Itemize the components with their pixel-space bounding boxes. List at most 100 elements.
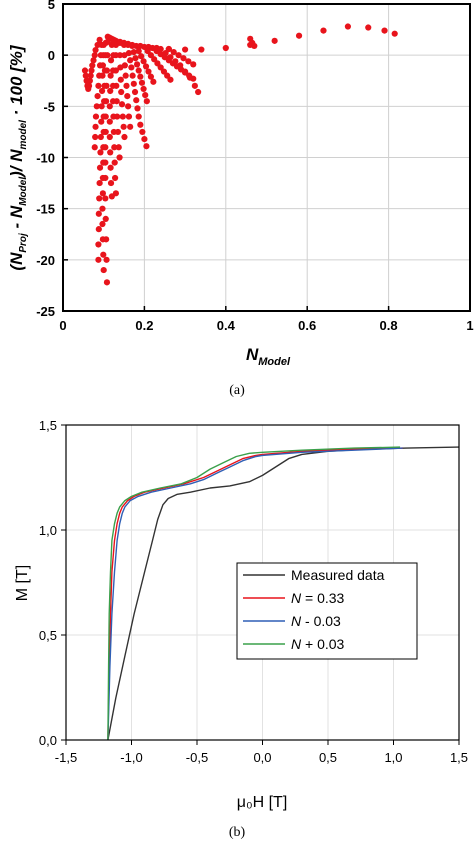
- chart-a-point: [170, 48, 177, 56]
- chart-a-point: [92, 123, 99, 130]
- chart-b-legend: Measured data N = 0.33 N - 0.03 N + 0.03: [236, 562, 418, 660]
- chart-a-point: [113, 82, 120, 89]
- legend-label-n-plus: N + 0.03: [291, 636, 345, 652]
- chart-a-point: [119, 113, 126, 120]
- chart-a-point: [107, 149, 114, 156]
- chart-a-point: [121, 133, 128, 141]
- chart-a-point: [103, 236, 110, 243]
- chart-b-xlabel: μ₀H [T]: [237, 794, 288, 811]
- chart-b-series-line-3: [107, 446, 401, 741]
- chart-a-point: [107, 179, 115, 187]
- chart-a-point: [93, 103, 100, 110]
- legend-label-n-minus: N - 0.03: [291, 613, 341, 629]
- chart-a-point: [143, 98, 150, 105]
- chart-a-point: [137, 73, 144, 80]
- chart-a-xtick-label: 0.4: [217, 318, 236, 333]
- chart-a-point: [94, 93, 101, 100]
- chart-a-point: [143, 143, 150, 150]
- legend-label-n: N = 0.33: [291, 590, 345, 606]
- chart-a-gridlines: [63, 4, 470, 311]
- chart-a-ytick-label: -20: [36, 253, 55, 268]
- chart-a-ytick-label: 5: [48, 0, 55, 12]
- chart-b-lines: [107, 446, 460, 741]
- chart-a-point: [104, 52, 111, 59]
- chart-a-xtick-label: 0.2: [135, 318, 153, 333]
- chart-a-point: [102, 144, 109, 151]
- chart-a-point: [106, 103, 113, 110]
- chart-a-point: [157, 45, 164, 53]
- chart-a-point: [139, 128, 146, 136]
- chart-a-point: [123, 82, 130, 89]
- chart-a-point: [251, 42, 258, 50]
- chart-a-point: [98, 103, 105, 110]
- chart-a-point: [99, 190, 106, 197]
- chart-a-point: [118, 88, 125, 96]
- chart-a-point: [134, 105, 141, 112]
- chart-a-point: [95, 241, 102, 248]
- chart-a-point: [175, 52, 182, 59]
- chart-a-point: [84, 82, 91, 89]
- chart-b-xtick-label: 1,5: [450, 750, 468, 765]
- chart-a-point: [114, 113, 121, 120]
- chart-a-point: [130, 48, 137, 56]
- chart-a-point: [107, 72, 114, 79]
- chart-a-point: [92, 113, 100, 120]
- chart-a-point: [99, 220, 106, 228]
- chart-a-point: [90, 57, 97, 64]
- chart-a-point: [97, 149, 104, 156]
- chart-a-point: [97, 133, 104, 141]
- chart-b-caption: (b): [229, 825, 246, 840]
- chart-a-point: [121, 62, 128, 69]
- chart-a-xlabel: NModel: [246, 345, 291, 368]
- chart-a-point: [182, 46, 189, 53]
- chart-a-point: [95, 256, 102, 263]
- chart-a-point: [87, 72, 94, 79]
- chart-a-point: [141, 135, 148, 143]
- chart-b-xtick-label: -1,5: [55, 750, 77, 765]
- chart-a-ytick-label: -5: [43, 99, 55, 114]
- chart-a-point: [102, 215, 109, 222]
- chart-a-point: [124, 93, 131, 100]
- chart-a-point: [182, 68, 189, 75]
- chart-a-point: [198, 46, 205, 53]
- chart-a-point: [111, 159, 118, 166]
- chart-a-point: [96, 36, 103, 43]
- chart-a-point: [222, 44, 229, 52]
- chart-a-point: [116, 52, 124, 59]
- chart-a-ytick-label: -25: [36, 304, 55, 319]
- chart-a-point: [102, 174, 109, 182]
- chart-a-point: [150, 78, 157, 85]
- chart-a-point: [98, 118, 105, 125]
- chart-a-xtick-label: 1: [466, 318, 473, 333]
- chart-a-ytick-label: -15: [36, 202, 55, 217]
- chart-a-point: [113, 98, 120, 105]
- chart-a-point: [135, 67, 142, 74]
- chart-a-point: [133, 97, 140, 104]
- chart-b-series-line-0: [107, 446, 460, 741]
- chart-a-ticks: 0 0.2 0.4 0.6 0.8 1 5 0 -5 -10 -15 -20 -25: [36, 0, 473, 333]
- chart-a-point: [102, 113, 109, 120]
- chart-a-point: [99, 72, 106, 79]
- chart-a-point: [186, 74, 194, 81]
- chart-a-point: [140, 85, 147, 93]
- chart-a-point: [83, 77, 90, 84]
- chart-b-series-line-1: [107, 447, 403, 741]
- chart-b-ticks: -1,5 -1,0 -0,5 0,0 0,5 1,0 1,5 0,0 0,5 1,0 1,5: [39, 418, 468, 765]
- chart-a: 0 0.2 0.4 0.6 0.8 1 5 0 -5 -10 -15 -20 -25 NModel (N…: [7, 0, 474, 398]
- chart-a-point: [96, 164, 104, 171]
- chart-a-point: [96, 179, 103, 187]
- chart-a-point: [103, 82, 110, 89]
- chart-a-point: [165, 45, 172, 53]
- chart-a-point: [92, 133, 99, 141]
- chart-a-point: [271, 37, 278, 44]
- chart-a-point: [127, 57, 134, 64]
- chart-a-point: [120, 123, 127, 130]
- chart-b-xtick-label: -0,5: [186, 750, 208, 765]
- chart-a-point: [115, 144, 122, 151]
- chart-a-point: [135, 113, 142, 120]
- chart-a-point: [81, 67, 89, 74]
- chart-b-series-line-2: [107, 447, 403, 741]
- chart-a-point: [91, 144, 98, 151]
- chart-a-point: [190, 61, 197, 68]
